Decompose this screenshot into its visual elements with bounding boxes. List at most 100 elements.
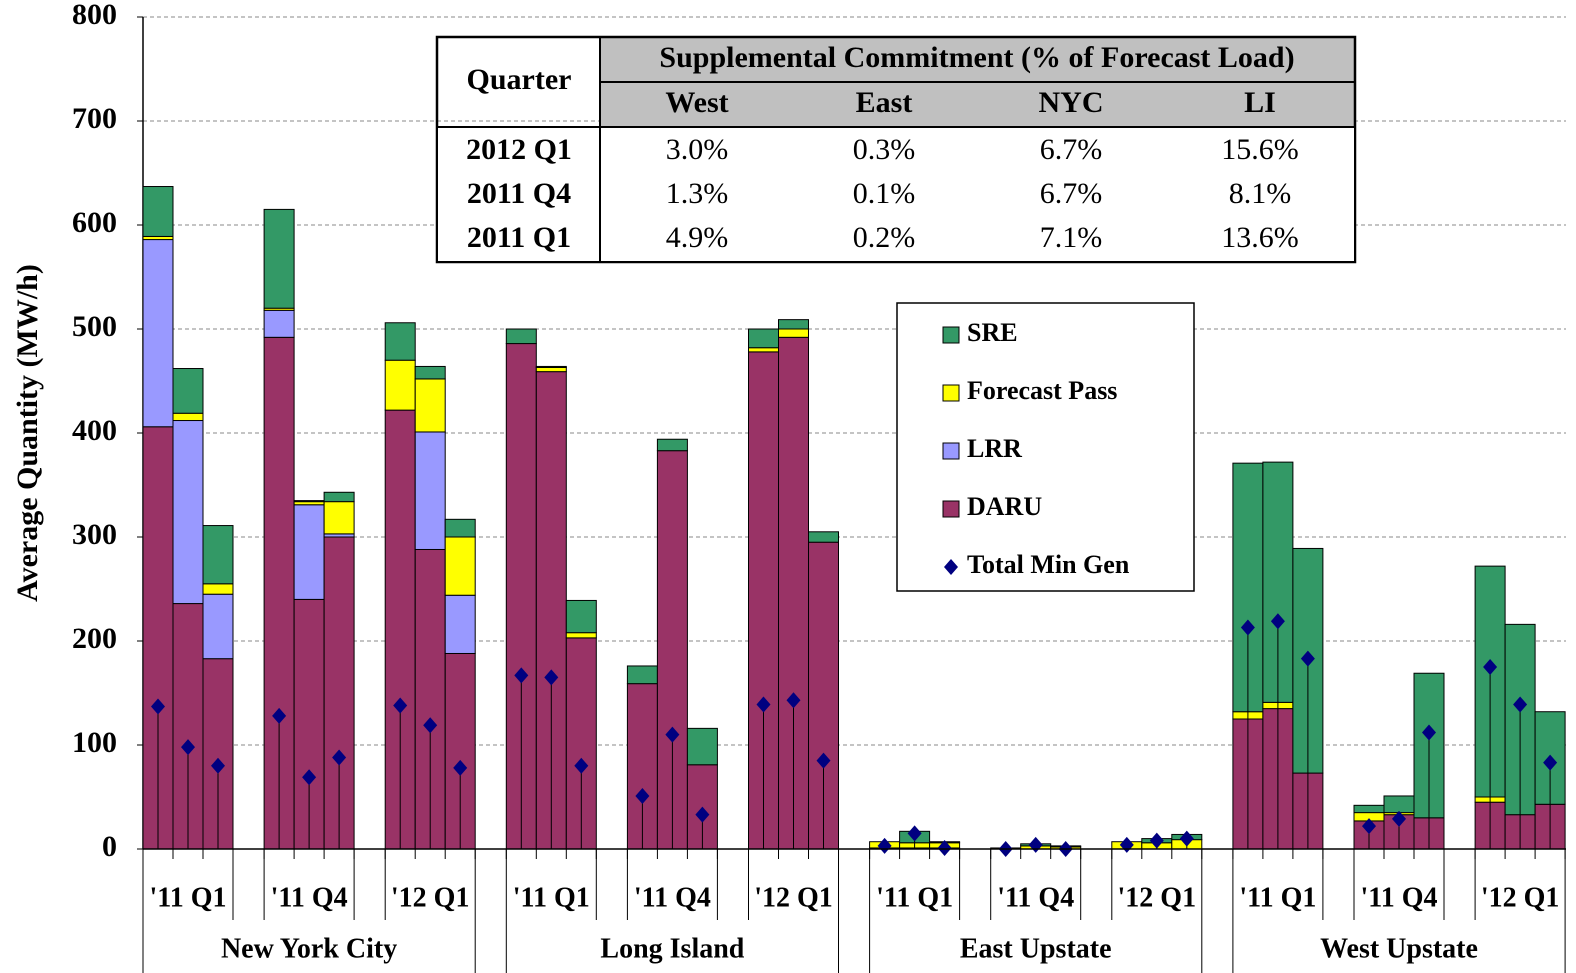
bar-segment xyxy=(535,366,567,373)
min-gen-marker xyxy=(1392,810,1406,827)
min-gen-marker xyxy=(453,759,468,776)
x-tick-label: '12 Q1 xyxy=(1118,882,1197,913)
bar-segment xyxy=(565,599,597,634)
y-tick-label: 100 xyxy=(72,726,117,759)
bar-segment xyxy=(686,727,718,766)
bar-segment xyxy=(142,186,174,237)
bar-segment xyxy=(444,594,476,654)
min-gen-marker xyxy=(635,787,650,804)
y-tick-label: 800 xyxy=(72,0,117,31)
min-gen-marker xyxy=(574,757,589,774)
min-gen-marker xyxy=(1422,724,1436,741)
min-gen-marker xyxy=(695,806,710,823)
legend-label: SRE xyxy=(967,318,1018,347)
min-gen-marker xyxy=(1028,836,1043,853)
table-cell: 6.7% xyxy=(1040,133,1103,166)
bar-segment xyxy=(808,531,839,543)
legend-label: Total Min Gen xyxy=(967,550,1130,579)
group-label: East Upstate xyxy=(960,933,1112,964)
y-tick-label: 400 xyxy=(72,414,117,447)
min-gen-marker xyxy=(816,752,831,769)
min-gen-marker xyxy=(1270,613,1285,630)
bar-segment xyxy=(142,239,174,428)
bar-segment xyxy=(323,501,355,535)
bar-segment xyxy=(293,500,325,503)
table-cell: 4.9% xyxy=(666,221,729,254)
min-gen-marker xyxy=(393,697,408,714)
x-tick-label: '11 Q4 xyxy=(1360,882,1437,913)
table-column-header: West xyxy=(665,86,728,119)
table-column-header: NYC xyxy=(1039,86,1104,119)
bar-segment xyxy=(565,632,597,639)
bar-segment xyxy=(535,365,567,368)
min-gen-marker xyxy=(1179,830,1194,847)
legend-swatch xyxy=(942,326,960,344)
table-column-header: East xyxy=(856,86,913,119)
group-label: Long Island xyxy=(600,933,744,964)
table-column-header: LI xyxy=(1244,86,1276,119)
min-gen-marker xyxy=(514,667,529,684)
y-axis-title: Average Quantity (MW/h) xyxy=(11,264,44,602)
min-gen-marker xyxy=(907,825,922,842)
group-label: New York City xyxy=(221,933,397,964)
bar-segment xyxy=(656,438,688,452)
table-cell: 7.1% xyxy=(1040,221,1103,254)
x-tick-label: '11 Q1 xyxy=(1239,882,1316,913)
bar-segment xyxy=(263,309,295,338)
group-label: West Upstate xyxy=(1320,933,1478,964)
bar-segment xyxy=(748,347,779,353)
table-row-header: 2012 Q1 xyxy=(466,133,572,166)
min-gen-marker xyxy=(1240,619,1255,636)
min-gen-marker xyxy=(544,669,559,686)
bar-segment xyxy=(444,536,476,596)
table-cell: 15.6% xyxy=(1221,133,1299,166)
x-tick-label: '11 Q1 xyxy=(149,882,226,913)
legend-swatch xyxy=(942,442,960,460)
table-cell: 6.7% xyxy=(1040,177,1103,210)
table-cell: 3.0% xyxy=(666,133,729,166)
bar-segment xyxy=(202,593,234,660)
x-tick-label: '11 Q1 xyxy=(513,882,590,913)
bar-segment xyxy=(202,525,234,585)
bar-segment xyxy=(1353,804,1385,814)
legend-box xyxy=(896,302,1195,592)
min-gen-marker xyxy=(1513,696,1528,713)
table-corner: Quarter xyxy=(467,63,572,96)
bar-segment xyxy=(748,328,779,349)
min-gen-marker xyxy=(211,757,225,774)
min-gen-marker xyxy=(877,837,892,854)
bar-segment xyxy=(384,359,416,411)
min-gen-marker xyxy=(302,769,317,786)
table-cell: 13.6% xyxy=(1221,221,1299,254)
bar-segment xyxy=(384,322,416,361)
x-tick-label: '11 Q4 xyxy=(634,882,711,913)
bar-segment xyxy=(414,378,446,433)
min-gen-marker xyxy=(1149,832,1164,849)
min-gen-marker xyxy=(1543,754,1558,771)
x-tick-label: '12 Q1 xyxy=(1481,882,1560,913)
legend-label: Forecast Pass xyxy=(967,376,1117,405)
x-tick-label: '12 Q1 xyxy=(754,882,833,913)
min-gen-marker xyxy=(151,698,165,715)
table-row-header: 2011 Q4 xyxy=(467,177,571,210)
min-gen-marker xyxy=(786,692,801,709)
bar-segment xyxy=(444,518,476,538)
x-tick-label: '11 Q4 xyxy=(271,882,348,913)
table-cell: 0.3% xyxy=(853,133,916,166)
bar-segment xyxy=(202,583,234,595)
y-tick-label: 500 xyxy=(72,310,117,343)
y-tick-label: 700 xyxy=(72,102,117,135)
table-title: Supplemental Commitment (% of Forecast L… xyxy=(659,41,1294,74)
x-tick-label: '11 Q4 xyxy=(997,882,1074,913)
bar-segment xyxy=(263,208,295,309)
bar-segment xyxy=(293,504,325,600)
legend-label: LRR xyxy=(967,434,1022,463)
bar-segment xyxy=(172,412,204,422)
min-gen-marker xyxy=(665,726,680,743)
bar-segment xyxy=(626,665,658,685)
bar-segment xyxy=(172,368,204,414)
bar-segment xyxy=(778,328,809,338)
bar-segment xyxy=(172,420,204,605)
bar-segment xyxy=(323,491,355,503)
